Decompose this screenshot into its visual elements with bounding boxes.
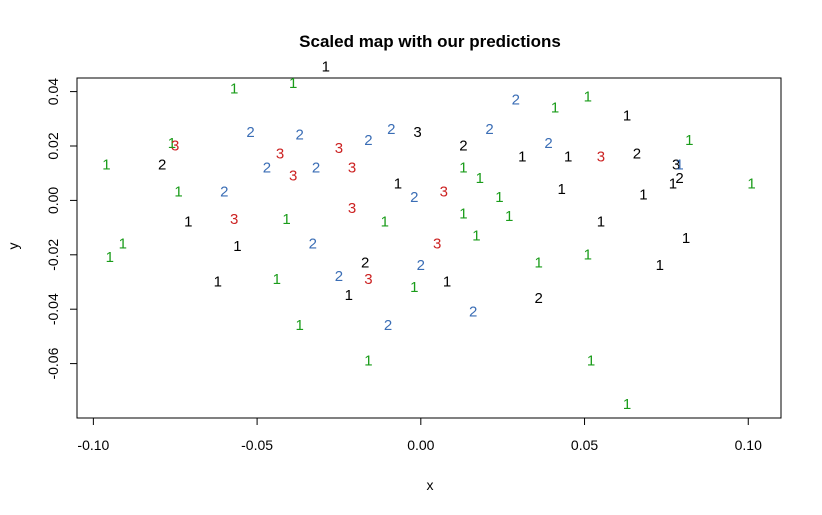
data-point: 1 <box>682 230 690 247</box>
data-point: 1 <box>459 159 467 176</box>
data-point: 2 <box>361 254 369 271</box>
data-point: 3 <box>230 211 238 228</box>
data-point: 2 <box>459 138 467 155</box>
data-point: 2 <box>312 159 320 176</box>
data-point: 1 <box>233 238 241 255</box>
data-point: 1 <box>551 99 559 116</box>
data-point: 3 <box>348 159 356 176</box>
data-point: 1 <box>322 59 330 76</box>
y-tick-label: -0.04 <box>45 293 61 325</box>
data-point: 1 <box>381 214 389 231</box>
data-point: 2 <box>384 317 392 334</box>
data-point: 1 <box>273 271 281 288</box>
y-tick-label: 0.04 <box>45 78 61 105</box>
data-point: 2 <box>335 268 343 285</box>
y-axis-label: y <box>5 243 21 250</box>
x-tick-label: -0.05 <box>241 437 273 453</box>
data-point: 1 <box>295 317 303 334</box>
data-point: 2 <box>410 189 418 206</box>
plot-frame <box>76 77 782 419</box>
data-point: 1 <box>535 254 543 271</box>
data-point: 1 <box>119 235 127 252</box>
data-point: 2 <box>158 157 166 174</box>
data-point: 3 <box>348 200 356 217</box>
data-point: 1 <box>168 135 176 152</box>
data-point: 2 <box>263 159 271 176</box>
data-point: 1 <box>587 352 595 369</box>
data-point: 1 <box>685 132 693 149</box>
data-point: 3 <box>364 271 372 288</box>
data-point: 1 <box>102 157 110 174</box>
data-point: 1 <box>639 186 647 203</box>
data-point: 1 <box>282 211 290 228</box>
data-point: 1 <box>106 249 114 266</box>
data-point: 1 <box>623 396 631 413</box>
data-point: 2 <box>633 146 641 163</box>
x-tick-label: 0.10 <box>735 437 762 453</box>
data-point: 1 <box>584 246 592 263</box>
data-point: 1 <box>495 189 503 206</box>
data-point: 2 <box>485 121 493 138</box>
data-point: 1 <box>174 184 182 201</box>
data-point: 1 <box>410 279 418 296</box>
data-point: 3 <box>276 146 284 163</box>
data-point: 3 <box>335 140 343 157</box>
data-point: 1 <box>557 181 565 198</box>
data-point: 2 <box>417 257 425 274</box>
data-point: 2 <box>295 127 303 144</box>
data-point: 2 <box>675 170 683 187</box>
y-tick-label: 0.00 <box>45 187 61 214</box>
data-point: 1 <box>623 108 631 125</box>
x-tick-label: 0.00 <box>407 437 434 453</box>
x-axis-label: x <box>427 477 434 493</box>
data-point: 1 <box>184 214 192 231</box>
data-point: 1 <box>472 227 480 244</box>
data-point: 2 <box>512 91 520 108</box>
data-point: 3 <box>597 148 605 165</box>
data-point: 1 <box>669 176 677 193</box>
data-point: 1 <box>597 214 605 231</box>
data-point: 2 <box>220 184 228 201</box>
data-point: 1 <box>214 274 222 291</box>
data-point: 1 <box>518 148 526 165</box>
data-point: 3 <box>413 124 421 141</box>
data-point: 3 <box>433 235 441 252</box>
data-point: 2 <box>544 135 552 152</box>
data-point: 1 <box>747 176 755 193</box>
data-point: 2 <box>535 290 543 307</box>
data-point: 3 <box>289 167 297 184</box>
data-point: 1 <box>459 206 467 223</box>
data-point: 3 <box>440 184 448 201</box>
data-point: 2 <box>364 132 372 149</box>
data-point: 2 <box>309 235 317 252</box>
data-point: 1 <box>289 75 297 92</box>
data-point: 1 <box>584 89 592 106</box>
x-tick-label: 0.05 <box>571 437 598 453</box>
data-point: 3 <box>672 157 680 174</box>
data-point: 3 <box>171 138 179 155</box>
data-point: 1 <box>564 148 572 165</box>
data-point: 1 <box>656 257 664 274</box>
y-axis: -0.06 -0.04 -0.02 0.00 0.02 0.04 <box>45 78 78 380</box>
x-tick-label: -0.10 <box>77 437 109 453</box>
data-point: 1 <box>394 176 402 193</box>
data-point: 1 <box>230 80 238 97</box>
data-point: 1 <box>364 352 372 369</box>
y-tick-label: -0.06 <box>45 347 61 379</box>
y-tick-label: -0.02 <box>45 239 61 271</box>
y-tick-label: 0.02 <box>45 132 61 159</box>
x-axis: -0.10 -0.05 0.00 0.05 0.10 <box>77 417 762 453</box>
data-point: 1 <box>675 157 683 174</box>
data-point: 2 <box>387 121 395 138</box>
data-point: 2 <box>246 124 254 141</box>
data-point: 1 <box>443 274 451 291</box>
data-point: 1 <box>476 170 484 187</box>
chart-title: Scaled map with our predictions <box>299 32 561 51</box>
data-point: 2 <box>469 303 477 320</box>
data-point: 1 <box>345 287 353 304</box>
data-point: 1 <box>505 208 513 225</box>
